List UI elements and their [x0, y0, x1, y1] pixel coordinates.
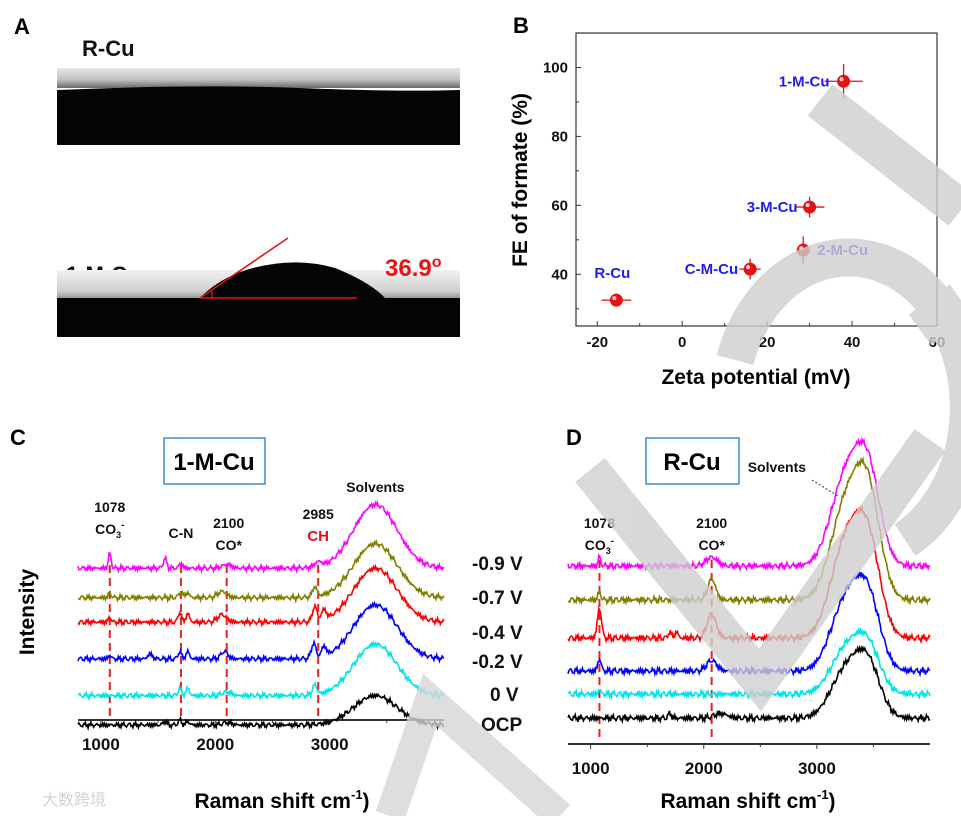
point-label: R-Cu	[594, 265, 630, 282]
annotation-text: CO3-	[95, 520, 124, 540]
annotation-text: 1078	[584, 515, 615, 531]
data-point-r-cu: R-Cu	[594, 265, 632, 307]
annotation-text: CH	[307, 528, 329, 545]
voltage-label: -0.2 V	[472, 652, 523, 673]
x-tick-label: 2000	[685, 759, 723, 778]
sample-title-box	[163, 437, 266, 485]
voltage-label: -0.9 V	[472, 554, 523, 575]
sample-title: 1-M-Cu	[173, 449, 254, 476]
y-tick-label: 40	[551, 266, 568, 283]
x-tick-label: 3000	[798, 759, 836, 778]
watermark-text: 大数跨境	[42, 790, 106, 809]
panel-letter-a: A	[14, 14, 30, 39]
marker-highlight	[799, 246, 804, 251]
solvents-arrow	[811, 479, 839, 497]
r-cu-label: R-Cu	[82, 36, 135, 61]
x-axis-label: Raman shift cm-1)	[194, 787, 369, 813]
x-tick-label: 2000	[196, 735, 234, 754]
data-point-2-m-cu: 2-M-Cu	[796, 236, 868, 264]
marker	[837, 74, 851, 88]
panel-b-scatter: B FE of formate (%) Zeta potential (mV) …	[509, 13, 945, 389]
1-m-cu-droplet-image	[57, 237, 460, 337]
y-axis-label: Intensity	[16, 569, 39, 656]
panel-d-raman: D R-Cu Raman shift cm-1) 1000 2000 3000 1078…	[566, 425, 931, 813]
spectrum--0.4v	[77, 563, 445, 629]
x-tick-label: 3000	[311, 735, 349, 754]
annotation-text: C-N	[168, 525, 193, 541]
annotation-text: CO*	[215, 537, 242, 553]
panel-c-raman: C 1-M-Cu Intensity Raman shift cm-1) 1000…	[10, 425, 445, 813]
x-tick-label: 20	[759, 334, 776, 351]
panel-letter-d: D	[566, 425, 582, 450]
marker-highlight	[612, 296, 617, 301]
x-axis-label: Zeta potential (mV)	[661, 366, 850, 389]
spectrum--0.2v	[77, 600, 445, 665]
x-tick-label: 0	[678, 334, 686, 351]
data-point-c-m-cu: C-M-Cu	[685, 258, 761, 280]
annotation-text: CO3-	[585, 536, 614, 556]
sample-title: R-Cu	[663, 449, 720, 476]
spectrum-0v	[77, 640, 445, 702]
x-tick-label: 1000	[572, 759, 610, 778]
peak-annotation: 2100 CO*	[696, 515, 727, 553]
spectrum-ocp	[77, 692, 444, 732]
peak-annotation: Solvents	[748, 459, 807, 475]
data-point-3-m-cu: 3-M-Cu	[747, 196, 825, 218]
x-tick-label: 1000	[82, 735, 120, 754]
peak-annotation: Solvents	[346, 479, 405, 495]
annotation-text: 2100	[213, 515, 244, 531]
annotation-text: 2100	[696, 515, 727, 531]
contact-angle-value: 36.9o	[385, 254, 442, 282]
marker	[743, 262, 757, 276]
voltage-label: -0.4 V	[472, 623, 523, 644]
point-label: C-M-Cu	[685, 261, 738, 278]
marker-highlight	[839, 77, 844, 82]
annotation-text: Solvents	[346, 479, 405, 495]
peak-annotation: 2985 CH	[303, 506, 334, 545]
x-axis-label: Raman shift cm-1)	[660, 787, 835, 813]
x-tick-label: 60	[929, 334, 946, 351]
point-label: 1-M-Cu	[779, 73, 830, 90]
marker	[796, 243, 810, 257]
point-label: 2-M-Cu	[817, 242, 868, 259]
peak-annotation: C-N	[168, 525, 193, 541]
peak-annotation: 1078 CO3-	[94, 499, 125, 540]
r-cu-droplet-image	[57, 68, 460, 145]
spectrum--0.2v	[567, 569, 931, 678]
marker-highlight	[746, 265, 751, 270]
panel-letter-b: B	[513, 13, 529, 38]
x-tick-label: 40	[844, 334, 861, 351]
voltage-label: -0.7 V	[472, 588, 523, 609]
spectrum--0.9v	[77, 499, 445, 575]
annotation-text: 1078	[94, 499, 125, 515]
spectrum-ocp	[567, 644, 931, 725]
data-point-1-m-cu: 1-M-Cu	[779, 64, 863, 99]
point-label: 3-M-Cu	[747, 199, 798, 216]
voltage-labels: -0.9 V -0.7 V -0.4 V -0.2 V 0 V OCP	[472, 554, 523, 736]
spectrum--0.7v	[77, 538, 445, 604]
y-tick-label: 80	[551, 128, 568, 145]
marker	[803, 200, 817, 214]
x-tick-label: -20	[586, 334, 608, 351]
spectrum--0.4v	[567, 504, 931, 645]
voltage-label: OCP	[481, 715, 523, 736]
voltage-label: 0 V	[490, 685, 519, 706]
y-axis-label: FE of formate (%)	[509, 93, 532, 267]
marker-highlight	[805, 203, 810, 208]
y-tick-label: 60	[551, 197, 568, 214]
panel-a: A R-Cu 1-M-Cu 36.9o	[14, 14, 460, 337]
peak-annotation: 1078 CO3-	[584, 515, 615, 556]
annotation-text: 2985	[303, 506, 334, 522]
y-tick-label: 100	[543, 59, 568, 76]
marker	[609, 293, 623, 307]
peak-annotation: 2100 CO*	[213, 515, 244, 553]
annotation-text: CO*	[698, 537, 725, 553]
panel-letter-c: C	[10, 425, 26, 450]
annotation-text: Solvents	[748, 459, 807, 475]
